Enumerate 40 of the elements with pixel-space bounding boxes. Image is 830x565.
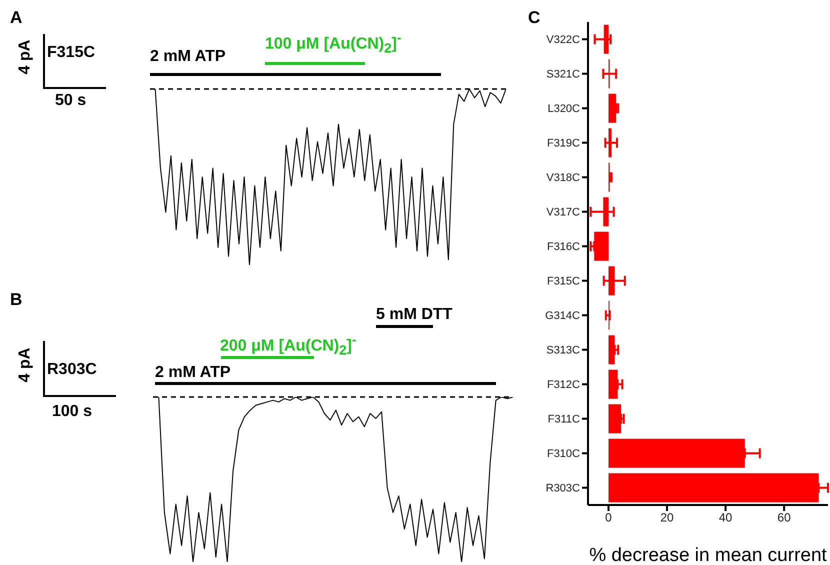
x-tick-label: 40 — [718, 510, 733, 525]
y-tick-label: S313C — [546, 344, 580, 357]
text: 100 s — [52, 403, 92, 421]
y-tick-label: F311C — [548, 414, 580, 426]
x-tick-label: 20 — [660, 510, 674, 525]
y-tick-label: V322C — [546, 34, 580, 46]
text: F315C — [47, 44, 96, 62]
y-tick-label: V318C — [546, 172, 580, 184]
x-axis-title: % decrease in mean current — [589, 545, 828, 565]
text: 50 s — [55, 92, 86, 110]
bar — [608, 438, 745, 468]
bar — [608, 335, 615, 364]
y-tick-label: V317C — [546, 206, 580, 219]
text: A — [10, 8, 22, 28]
text: 4 pA — [16, 348, 34, 382]
bar — [594, 232, 608, 261]
bar — [608, 370, 618, 399]
text: R303C — [47, 361, 97, 379]
y-tick-label: F315C — [546, 276, 580, 288]
text: C — [528, 8, 540, 28]
text: 5 mM DTT — [376, 306, 452, 324]
y-tick-label: F310C — [546, 448, 580, 460]
x-tick-label: 60 — [777, 510, 792, 525]
y-tick-label: L320C — [548, 103, 580, 116]
y-tick-label: S321C — [546, 68, 580, 81]
text: 100 μM [Au(CN)$_{2}$]$^{-}$ — [265, 30, 402, 56]
text: 2 mM ATP — [150, 48, 226, 66]
bar — [608, 94, 616, 123]
x-tick-label: 0 — [605, 510, 612, 525]
text: 2 mM ATP — [155, 364, 231, 382]
y-tick-label: F312C — [546, 379, 580, 392]
text: 200 μM [Au(CN)$_{2}$]$^{-}$ — [220, 332, 356, 358]
y-tick-label: F316C — [546, 241, 580, 254]
text: B — [10, 290, 22, 310]
y-tick-label: G314C — [545, 310, 580, 322]
bar — [608, 473, 819, 502]
bar — [608, 404, 622, 434]
y-tick-label: F319C — [546, 138, 580, 150]
y-tick-label: R303C — [546, 482, 580, 495]
text: 4 pA — [16, 40, 34, 74]
